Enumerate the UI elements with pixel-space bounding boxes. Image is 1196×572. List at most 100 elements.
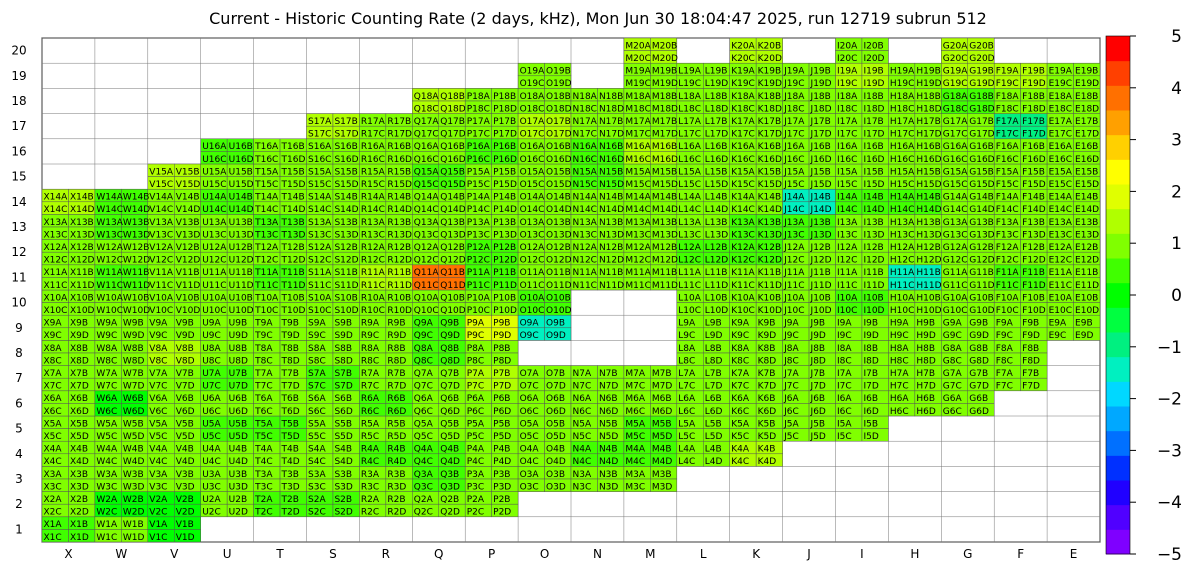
chamber-label: X10C: [44, 306, 68, 316]
chamber-label: J16A: [783, 142, 805, 152]
chamber-label: M12A: [625, 243, 651, 253]
chamber-label: X14B: [70, 193, 94, 203]
chamber-label: K10C: [731, 306, 755, 316]
chamber-label: T10C: [254, 306, 278, 316]
chamber-label: W11A: [96, 268, 123, 278]
chamber-label: E17B: [1075, 117, 1098, 127]
chamber-label: O16A: [520, 142, 546, 152]
chamber-label: G9C: [943, 331, 962, 341]
chamber-label: I12C: [837, 256, 857, 266]
chamber-label: U16D: [229, 155, 254, 165]
chamber-label: S6B: [334, 394, 352, 404]
chamber-label: H10C: [890, 306, 915, 316]
scale-band: [1106, 332, 1130, 358]
chamber-label: U7B: [229, 369, 248, 379]
chamber-label: W12D: [123, 256, 150, 266]
chamber-label: R12B: [387, 243, 411, 253]
chamber-label: R14A: [361, 193, 386, 203]
chamber-label: P14C: [467, 205, 490, 215]
chamber-label: M3B: [652, 470, 672, 480]
chamber-label: S7D: [334, 382, 352, 392]
chamber-label: R16D: [387, 155, 412, 165]
chamber-label: P16D: [493, 155, 517, 165]
chamber-label: J8D: [810, 356, 826, 366]
chamber-label: P16B: [493, 142, 516, 152]
chamber-label: U4B: [229, 445, 248, 455]
chamber-label: I14D: [863, 205, 884, 215]
chamber-label: L6B: [705, 394, 722, 404]
chamber-label: V1A: [149, 520, 168, 530]
chamber-label: F15D: [1022, 180, 1046, 190]
chamber-label: U16B: [229, 142, 253, 152]
chamber-label: M14B: [652, 193, 677, 203]
chamber-label: I15D: [863, 180, 884, 190]
chamber-label: R15A: [361, 167, 386, 177]
chamber-label: I7D: [863, 382, 878, 392]
chamber-label: K9B: [758, 319, 776, 329]
chamber-label: J13B: [810, 218, 831, 228]
scale-band: [1106, 233, 1130, 259]
chamber-label: P10B: [493, 293, 516, 303]
chamber-label: S12B: [334, 243, 357, 253]
chamber-label: M16D: [652, 155, 678, 165]
chamber-label: N18A: [573, 92, 598, 102]
chamber-label: H12C: [890, 256, 915, 266]
chamber-cell-P8D: [491, 352, 519, 366]
chamber-label: K4C: [731, 457, 749, 467]
chamber-label: M4B: [652, 445, 672, 455]
chamber-label: F10D: [1022, 306, 1046, 316]
chamber-label: U6B: [229, 394, 248, 404]
x-tick-label: H: [910, 547, 919, 561]
chamber-label: Q14B: [440, 193, 465, 203]
chamber-label: N12B: [599, 243, 623, 253]
chamber-label: R17D: [387, 130, 412, 140]
chamber-label: L18C: [678, 104, 701, 114]
chamber-label: I5D: [863, 432, 878, 442]
chamber-label: K16A: [731, 142, 755, 152]
chamber-label: M20B: [652, 41, 677, 51]
chamber-label: X9D: [70, 331, 89, 341]
chamber-label: J15A: [783, 167, 805, 177]
chamber-label: L9D: [705, 331, 723, 341]
chamber-label: M11B: [652, 268, 677, 278]
chamber-label: T9D: [281, 331, 300, 341]
chamber-label: E19B: [1075, 67, 1098, 77]
chamber-label: Q13A: [414, 218, 440, 228]
chamber-label: E17C: [1049, 130, 1072, 140]
chamber-label: U5B: [229, 419, 248, 429]
chamber-label: I19C: [837, 79, 857, 89]
chamber-label: G14A: [943, 193, 968, 203]
chamber-label: S5C: [308, 432, 326, 442]
chamber-label: V4B: [176, 445, 194, 455]
y-tick-label: 15: [11, 170, 26, 184]
chamber-label: I17D: [863, 130, 884, 140]
chamber-label: K19C: [731, 79, 755, 89]
chamber-label: E13C: [1049, 230, 1072, 240]
chamber-label: O17D: [546, 130, 572, 140]
chamber-label: J17B: [810, 117, 831, 127]
chamber-label: E16B: [1075, 142, 1098, 152]
chamber-label: T6A: [254, 394, 273, 404]
chamber-label: T15C: [254, 180, 278, 190]
chamber-label: I15A: [837, 167, 858, 177]
chamber-label: L14C: [678, 205, 701, 215]
chamber-label: I13A: [837, 218, 858, 228]
chamber-label: N16B: [599, 142, 623, 152]
chamber-label: E11B: [1075, 268, 1098, 278]
chamber-label: V3A: [149, 470, 168, 480]
chamber-label: Q3C: [414, 482, 433, 492]
chamber-label: O6B: [546, 394, 565, 404]
chamber-label: G13D: [969, 230, 994, 240]
chamber-label: X3A: [44, 470, 63, 480]
chamber-label: V6D: [176, 407, 195, 417]
chamber-label: W1D: [123, 533, 145, 543]
chamber-label: X4D: [70, 457, 89, 467]
chamber-label: L14A: [678, 193, 701, 203]
chamber-label: J14B: [810, 193, 831, 203]
chamber-label: N16C: [573, 155, 597, 165]
chamber-label: W12A: [96, 243, 123, 253]
chamber-label: E19D: [1075, 79, 1099, 89]
chamber-label: N12D: [599, 256, 624, 266]
chamber-label: R11B: [387, 268, 411, 278]
chamber-label: G6B: [969, 394, 988, 404]
